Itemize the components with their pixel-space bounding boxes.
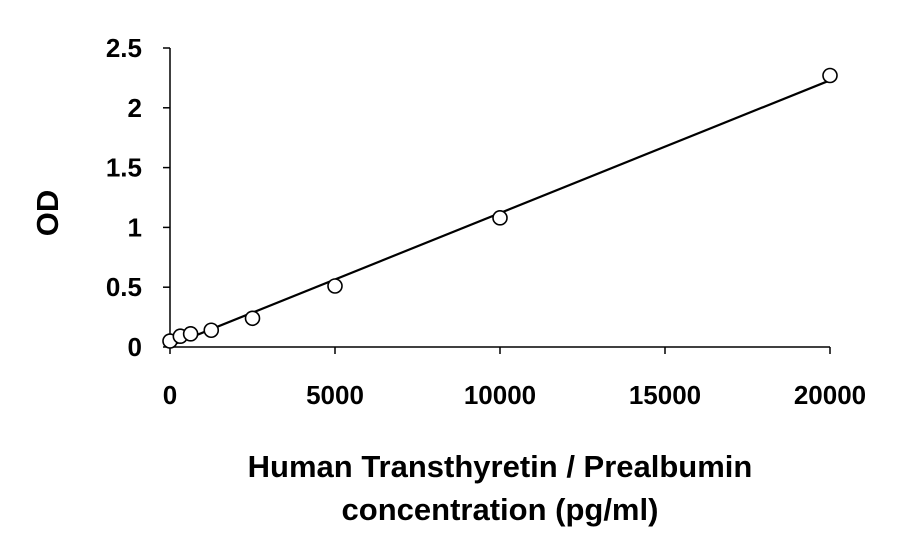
data-point [203,322,220,339]
x-tick-label: 10000 [464,380,536,410]
x-tick-label: 5000 [306,380,364,410]
data-point [244,310,261,327]
data-point [492,210,508,226]
data-point [822,67,838,84]
y-axis-ticks: 0 0.5 1 1.5 2 2.5 [106,33,170,362]
y-tick-label: 0 [128,332,142,362]
y-tick-label: 2.5 [106,33,142,63]
data-point [182,326,199,342]
y-tick-label: 1 [128,212,142,242]
x-tick-label: 0 [163,380,177,410]
x-axis-title-line-1: Human Transthyretin / Prealbumin [248,449,753,484]
x-tick-label: 15000 [629,380,701,410]
axes [169,48,830,348]
y-tick-label: 1.5 [106,153,142,183]
y-axis-title: OD [30,190,65,237]
y-tick-label: 2 [128,93,142,123]
data-points [162,67,838,349]
data-point [327,278,343,294]
y-tick-label: 0.5 [106,272,142,302]
x-tick-label: 20000 [794,380,866,410]
x-axis-ticks: 0 5000 10000 15000 20000 [163,347,866,410]
x-axis-title-line-2: concentration (pg/ml) [342,492,659,527]
